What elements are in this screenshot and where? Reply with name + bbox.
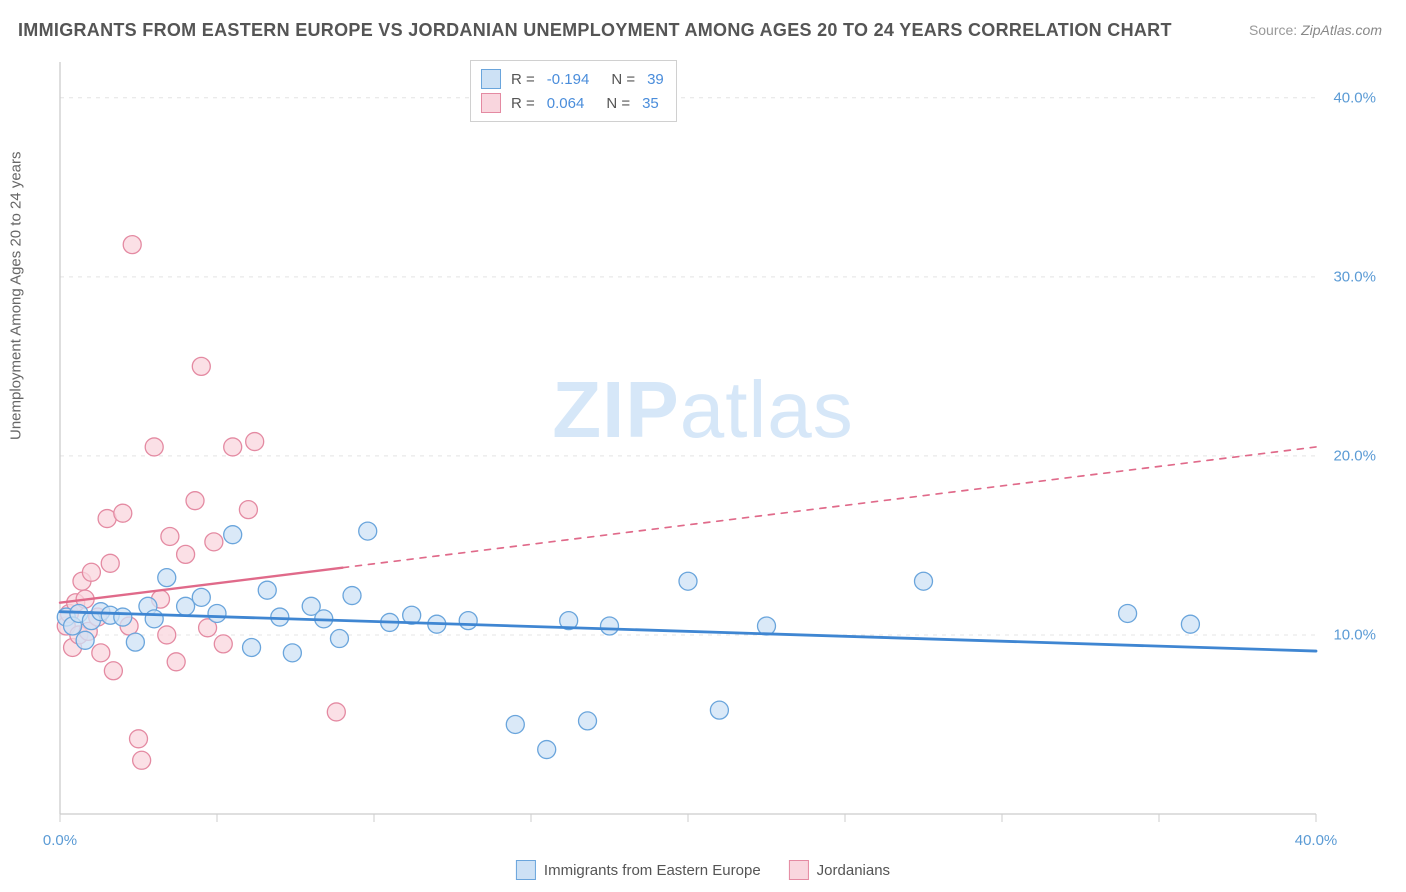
series-legend: Immigrants from Eastern Europe Jordanian… bbox=[516, 860, 890, 880]
n-label: N = bbox=[606, 95, 630, 112]
axis-tick-label: 10.0% bbox=[1333, 626, 1376, 643]
swatch-blue bbox=[481, 69, 501, 89]
n-value-blue: 39 bbox=[647, 71, 664, 88]
axis-tick-label: 30.0% bbox=[1333, 268, 1376, 285]
legend-row-pink: R = 0.064 N = 35 bbox=[481, 91, 664, 115]
y-axis-label: Unemployment Among Ages 20 to 24 years bbox=[8, 151, 25, 440]
source-value: ZipAtlas.com bbox=[1301, 22, 1382, 38]
n-label: N = bbox=[611, 71, 635, 88]
axis-tick-label: 40.0% bbox=[1333, 89, 1376, 106]
n-value-pink: 35 bbox=[642, 95, 659, 112]
source-label: Source: bbox=[1249, 22, 1297, 38]
axis-tick-label: 20.0% bbox=[1333, 447, 1376, 464]
swatch-pink bbox=[789, 860, 809, 880]
axis-tick-label: 0.0% bbox=[43, 832, 77, 849]
chart-container: IMMIGRANTS FROM EASTERN EUROPE VS JORDAN… bbox=[0, 0, 1406, 892]
r-label: R = bbox=[511, 71, 535, 88]
legend-item-blue: Immigrants from Eastern Europe bbox=[516, 860, 761, 880]
legend-row-blue: R = -0.194 N = 39 bbox=[481, 67, 664, 91]
axis-tick-label: 40.0% bbox=[1295, 832, 1338, 849]
chart-title: IMMIGRANTS FROM EASTERN EUROPE VS JORDAN… bbox=[18, 20, 1172, 41]
legend-label-pink: Jordanians bbox=[817, 862, 890, 879]
swatch-blue bbox=[516, 860, 536, 880]
r-value-blue: -0.194 bbox=[547, 71, 590, 88]
legend-label-blue: Immigrants from Eastern Europe bbox=[544, 862, 761, 879]
r-label: R = bbox=[511, 95, 535, 112]
source-attribution: Source: ZipAtlas.com bbox=[1249, 22, 1382, 38]
swatch-pink bbox=[481, 93, 501, 113]
legend-item-pink: Jordanians bbox=[789, 860, 890, 880]
r-value-pink: 0.064 bbox=[547, 95, 585, 112]
scatter-plot bbox=[54, 56, 1384, 856]
correlation-legend: R = -0.194 N = 39 R = 0.064 N = 35 bbox=[470, 60, 677, 122]
